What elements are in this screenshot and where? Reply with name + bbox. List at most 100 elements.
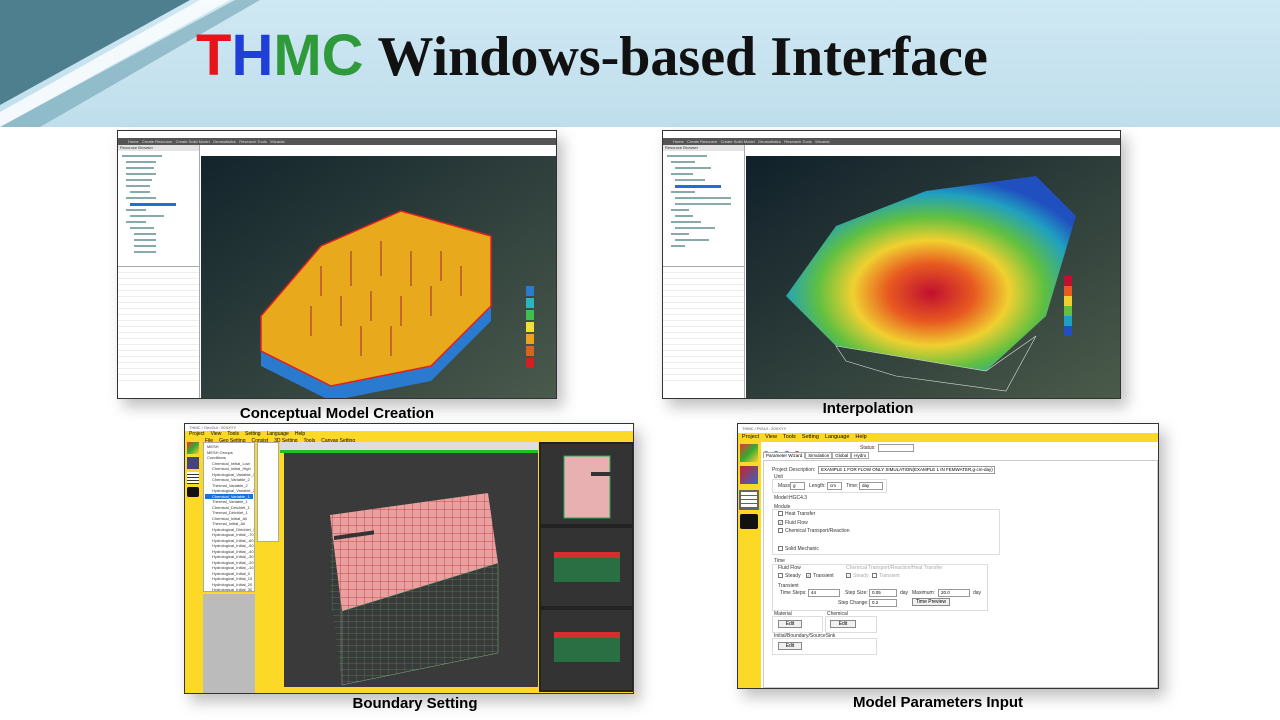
menu-help[interactable]: Help: [855, 434, 867, 440]
project-description-label: Project Description:: [772, 467, 816, 473]
title-letter-h: H: [231, 23, 274, 88]
maximum-field[interactable]: 20.0: [938, 589, 970, 597]
wizard-panel: [763, 460, 1158, 688]
resource-browser[interactable]: Resource Browser: [118, 145, 200, 398]
tree-item[interactable]: Thermal_Variable_1: [212, 499, 248, 504]
status-field: [878, 444, 914, 452]
time-steps-label: Time Steps:: [780, 590, 807, 596]
project-description-field[interactable]: EXAMPLE 1 FOR FLOW ONLY SIMULATION(EXAMP…: [818, 466, 995, 474]
module-fluid-flow[interactable]: ✓ Fluid Flow: [778, 520, 808, 526]
chemical-edit-button[interactable]: Edit: [830, 620, 856, 628]
tree-lower-panel: [203, 594, 255, 693]
menu-tools[interactable]: Tools: [227, 431, 239, 437]
time-preview-button[interactable]: Time Preview: [912, 598, 950, 606]
menu-project[interactable]: Project: [742, 434, 760, 440]
mesh-3d-view[interactable]: [284, 453, 538, 687]
module-chemical-transport[interactable]: Chemical Transport/Reaction: [778, 528, 849, 534]
tree-item[interactable]: Chemical_Initial_Low: [212, 460, 250, 466]
status-label: Status:: [860, 445, 876, 451]
menu-project[interactable]: Project: [189, 431, 205, 437]
menu-view[interactable]: View: [765, 434, 777, 440]
tree-item[interactable]: Hydrological_Initial_-50: [212, 543, 254, 548]
tab-hydro[interactable]: Hydro: [851, 452, 870, 459]
tree-item[interactable]: Hydrological_Dirichlet_1: [212, 526, 255, 532]
menu-language[interactable]: Language: [824, 434, 850, 440]
tree-item[interactable]: Hydrological_Initial_-60: [212, 537, 254, 543]
progress-bar: [280, 450, 538, 453]
tree-item[interactable]: Hydrological_Variable_2: [212, 488, 255, 493]
mesh-tool-icon[interactable]: [740, 466, 758, 484]
menu-language[interactable]: Language: [266, 431, 289, 437]
material-edit-button[interactable]: Edit: [778, 620, 802, 628]
contour-map-view[interactable]: [746, 156, 1121, 399]
tree-item[interactable]: Chemical_Initial_High: [212, 466, 251, 471]
tree-item[interactable]: Hydrological_Initial_-70: [212, 532, 254, 537]
resource-browser[interactable]: Resource Browser: [663, 145, 745, 398]
tree-item[interactable]: Thermal_Variable_2: [212, 482, 248, 488]
length-select[interactable]: cm: [827, 482, 842, 490]
caption-interpolation: Interpolation: [822, 400, 914, 417]
window-titlebar: THMC / GeoGui : 20XXYY: [185, 424, 633, 431]
map-tool-icon[interactable]: [740, 444, 758, 462]
module-solid-mechanic[interactable]: Solid Mechanic: [778, 546, 819, 552]
tree-item[interactable]: Thermal_Dirichlet_1: [212, 510, 248, 515]
parameters-tool-icon[interactable]: [187, 472, 199, 484]
3d-model-view[interactable]: [201, 156, 557, 399]
tree-item[interactable]: Thermal_Initial_All: [212, 521, 245, 526]
ibs-edit-button[interactable]: Edit: [778, 642, 802, 650]
module-heat-transfer[interactable]: Heat Transfer: [778, 511, 815, 517]
menu-help[interactable]: Help: [294, 431, 306, 437]
menu-setting[interactable]: Setting: [245, 431, 261, 437]
viewer-tool-icon[interactable]: [187, 487, 199, 497]
ctr-group-label: Chemical Transport/Reaction/Heat Transfe…: [846, 565, 943, 571]
tree-item[interactable]: Hydrological_Initial_0: [212, 570, 251, 576]
condition-tree[interactable]: MESH MESH Groups Conditions Chemical_Initia…: [203, 442, 255, 592]
menu-setting[interactable]: Setting: [801, 434, 819, 440]
menu-tools[interactable]: Tools: [782, 434, 796, 440]
window-titlebar: [663, 131, 1120, 138]
chemical-group: [825, 616, 877, 633]
tree-item[interactable]: Hydrological_Initial_30: [212, 587, 253, 592]
fluid-steady-checkbox[interactable]: Steady: [778, 573, 801, 579]
time-select[interactable]: day: [859, 482, 883, 490]
step-change-field[interactable]: 0.2: [869, 599, 897, 607]
mesh-tool-icon[interactable]: [187, 457, 199, 469]
tree-item[interactable]: Chemical_Dirichlet_1: [212, 504, 250, 510]
scene-tree[interactable]: [257, 442, 279, 542]
material-group: [772, 616, 823, 633]
viewer-tool-icon[interactable]: [740, 514, 758, 529]
tree-item[interactable]: Chemical_Initial_All: [212, 515, 247, 521]
model-label: Model:HGC4.3: [774, 495, 808, 501]
tree-item[interactable]: Hydrological_Initial_-30: [212, 554, 254, 559]
menu-view[interactable]: View: [210, 431, 222, 437]
mass-select[interactable]: g: [790, 482, 805, 490]
parameters-tool-icon[interactable]: [739, 490, 759, 510]
side-toolbar[interactable]: [187, 442, 201, 502]
fluid-transient-checkbox[interactable]: ✓ Transient: [806, 573, 834, 579]
tree-item[interactable]: Hydrological_Initial_20: [212, 581, 253, 587]
tab-parameter-wizard[interactable]: Parameter Wizard: [763, 452, 806, 458]
tree-item[interactable]: MESH Groups: [207, 449, 233, 455]
tree-item[interactable]: Chemical_Variable_2: [212, 477, 250, 482]
unit-group: [772, 479, 887, 493]
tree-item[interactable]: Conditions: [207, 455, 226, 460]
ctr-steady-checkbox[interactable]: ✓ Steady: [846, 573, 869, 579]
tree-item[interactable]: Hydrological_Initial_10: [212, 576, 253, 581]
ctr-transient-checkbox[interactable]: Transient: [872, 573, 900, 579]
time-steps-field[interactable]: 44: [808, 589, 840, 597]
map-tool-icon[interactable]: [187, 442, 199, 454]
properties-panel[interactable]: [118, 265, 199, 386]
view-toolbar[interactable]: [280, 442, 538, 450]
tab-simulation[interactable]: Simulation: [805, 452, 833, 459]
properties-panel[interactable]: [663, 265, 744, 386]
tree-item[interactable]: Hydrological_Initial_-20: [212, 559, 254, 565]
tree-item[interactable]: Hydrological_Initial_-40: [212, 548, 254, 554]
preview-views: [541, 444, 632, 690]
tree-item[interactable]: Hydrological_Initial_-10: [212, 565, 254, 570]
window-titlebar: [118, 131, 556, 138]
tree-item[interactable]: Hydrological_Variable_1: [212, 471, 255, 477]
tree-item[interactable]: Chemical_Variable_1: [205, 493, 253, 499]
tree-item[interactable]: MESH: [207, 444, 219, 449]
step-size-field[interactable]: 0.05: [869, 589, 897, 597]
tab-global[interactable]: Global: [832, 452, 852, 459]
